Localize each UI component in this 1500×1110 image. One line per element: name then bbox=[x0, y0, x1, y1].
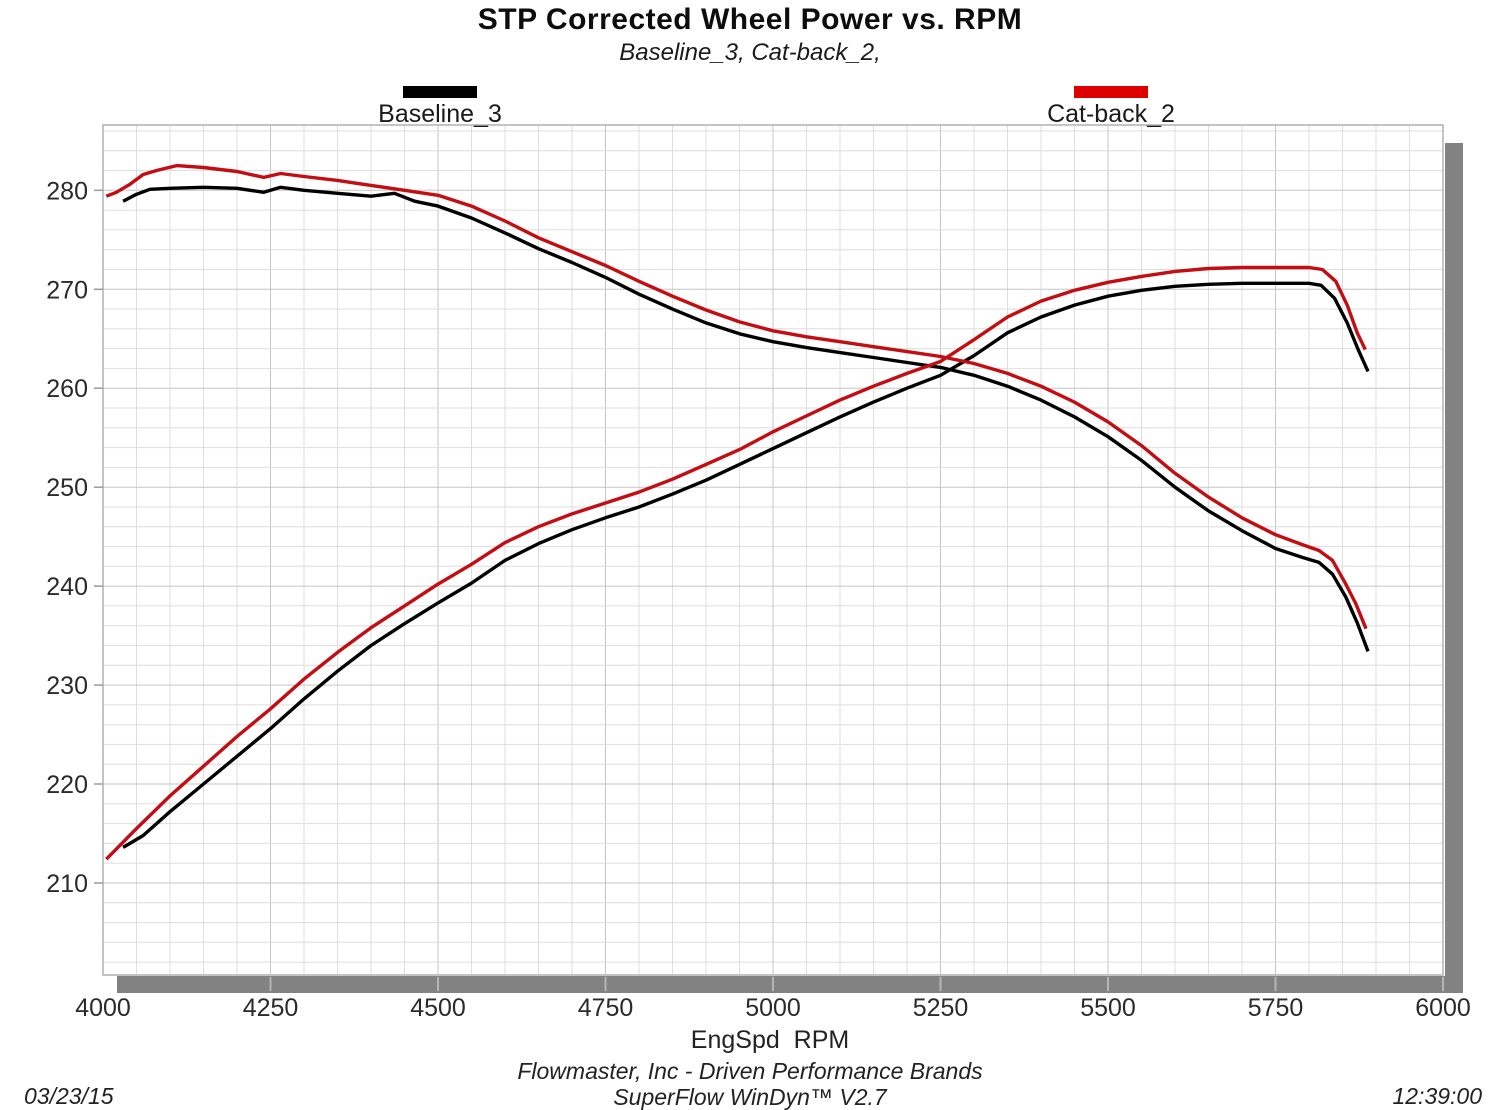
x-tick-label: 5750 bbox=[1248, 994, 1304, 1022]
legend-label-catback: Cat-back_2 bbox=[1047, 100, 1175, 128]
curve-Cat-back_2-ascending-power bbox=[105, 265, 1367, 861]
chart-subtitle: Baseline_3, Cat-back_2, bbox=[619, 39, 881, 66]
x-tick-label: 4000 bbox=[75, 994, 131, 1022]
gridlines bbox=[102, 125, 1444, 975]
shadow-bar-bottom bbox=[117, 976, 1461, 993]
legend-swatch-baseline bbox=[403, 86, 477, 98]
x-axis-label: EngSpd RPM bbox=[690, 1026, 850, 1054]
y-tick-label: 280 bbox=[46, 177, 88, 205]
shadow-bar-right bbox=[1445, 143, 1463, 993]
y-tick-label: 220 bbox=[46, 771, 88, 799]
legend-swatch-catback bbox=[1074, 86, 1148, 98]
x-tick-label: 6000 bbox=[1415, 994, 1471, 1022]
y-tick-label: 230 bbox=[46, 672, 88, 700]
x-tick-label: 5250 bbox=[913, 994, 969, 1022]
x-tick-label: 4750 bbox=[578, 994, 634, 1022]
y-axis-ticks: 210 220 230 240 250 260 270 280 bbox=[46, 177, 103, 898]
footer-software: SuperFlow WinDyn™ V2.7 bbox=[613, 1084, 887, 1110]
y-tick-label: 250 bbox=[46, 474, 88, 502]
x-tick-label: 4500 bbox=[410, 994, 466, 1022]
x-tick-label: 5000 bbox=[745, 994, 801, 1022]
curve-Baseline_3-ascending-power bbox=[122, 281, 1370, 849]
x-tick-label: 5500 bbox=[1080, 994, 1136, 1022]
curve-Baseline_3-descending-upper bbox=[122, 185, 1370, 652]
x-axis-ticks: 4000 4250 4500 4750 5000 5250 5500 5750 6000 bbox=[75, 977, 1471, 1022]
legend-label-baseline: Baseline_3 bbox=[378, 100, 502, 128]
plot-border bbox=[102, 124, 1444, 976]
y-tick-label: 210 bbox=[46, 870, 88, 898]
x-tick-label: 4250 bbox=[243, 994, 299, 1022]
curve-Cat-back_2-descending-upper bbox=[105, 163, 1368, 630]
y-tick-label: 240 bbox=[46, 573, 88, 601]
y-tick-label: 260 bbox=[46, 375, 88, 403]
y-tick-label: 270 bbox=[46, 276, 88, 304]
date-stamp: 03/23/15 bbox=[24, 1083, 114, 1109]
time-stamp: 12:39:00 bbox=[1392, 1083, 1482, 1109]
page-title: STP Corrected Wheel Power vs. RPM bbox=[477, 3, 1023, 36]
footer-company: Flowmaster, Inc - Driven Performance Bra… bbox=[517, 1058, 983, 1084]
